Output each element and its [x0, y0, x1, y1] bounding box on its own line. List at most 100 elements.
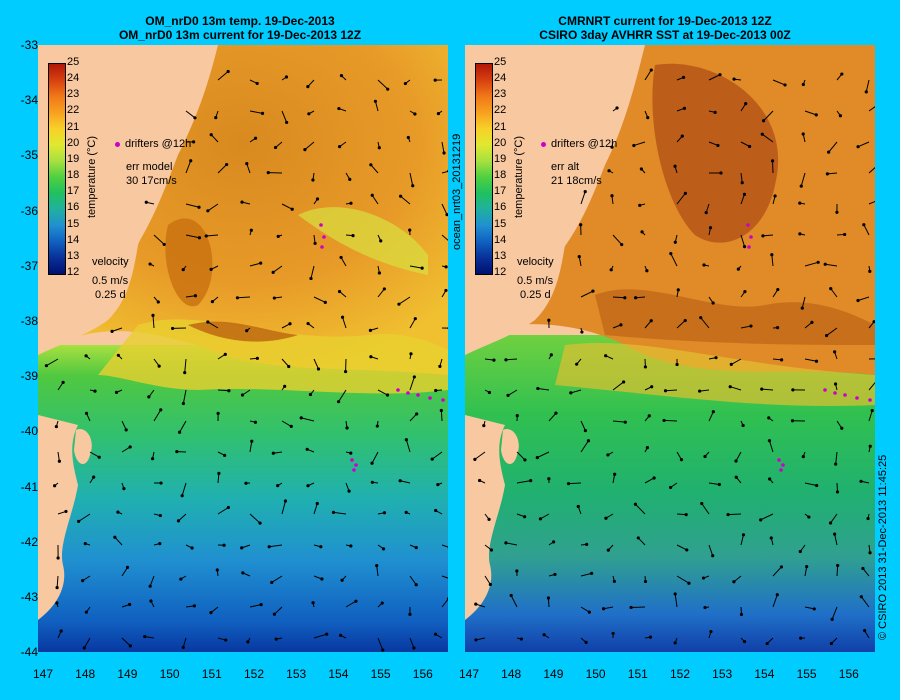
velocity-arrow-head [870, 409, 874, 413]
velocity-arrow [580, 191, 586, 205]
velocity-arrow [441, 575, 448, 579]
left-title-line2: OM_nrD0 13m current for 19-Dec-2013 12Z [118, 28, 362, 42]
velocity-arrow-head [114, 390, 119, 394]
velocity-arrow-head [61, 380, 65, 384]
velocity-arrow-head [222, 543, 226, 547]
copyright-timestamp-label: © CSIRO 2013 31-Dec-2013 11:45:25 [877, 454, 889, 640]
velocity-arrow [800, 172, 806, 187]
velocity-arrow-head [640, 230, 644, 234]
velocity-arrow-head [529, 479, 533, 483]
velocity-arrow-head [798, 549, 802, 554]
velocity-arrow-head [833, 350, 837, 354]
velocity-arrow-head [643, 579, 648, 584]
x-tick-label: 148 [501, 667, 522, 681]
velocity-arrow-head [125, 565, 130, 569]
colorbar-tick-label: 19 [494, 152, 507, 165]
velocity-arrow [474, 451, 486, 460]
drifter-point [747, 245, 751, 249]
velocity-arrow-head [287, 364, 291, 369]
right-title-line1: CMRNRT current for 19-Dec-2013 12Z [558, 14, 772, 28]
velocity-arrow-head [375, 424, 379, 428]
velocity-arrow-head [523, 458, 527, 462]
velocity-arrow [537, 451, 550, 459]
velocity-arrow-head [190, 546, 194, 550]
right-title: CMRNRT current for 19-Dec-2013 12Z CSIRO… [450, 14, 880, 42]
velocity-arrow [409, 637, 415, 649]
velocity-arrow [249, 110, 263, 114]
velocity-arrow-head [740, 181, 744, 185]
velocity-arrow-head [747, 144, 752, 149]
velocity-arrow-head [244, 481, 248, 485]
velocity-arrow-head [442, 151, 446, 155]
velocity-arrow-head [743, 290, 747, 294]
colorbar-tick-label: 17 [67, 185, 80, 198]
velocity-arrow-head [732, 580, 736, 584]
right-err-value: 21 18cm/s [551, 175, 602, 187]
velocity-arrow-head [444, 265, 448, 269]
drifter-point [319, 223, 323, 227]
velocity-arrow-head [445, 213, 448, 217]
velocity-arrow-head [515, 414, 519, 418]
velocity-arrow-head [436, 111, 441, 116]
velocity-arrow-head [345, 426, 349, 430]
y-tick-label: -39 [20, 369, 38, 384]
velocity-arrow [409, 575, 417, 586]
velocity-arrow-head [209, 610, 213, 615]
velocity-arrow-head [149, 599, 153, 603]
velocity-arrow-head [648, 635, 653, 639]
velocity-arrow [676, 544, 688, 551]
velocity-arrow [676, 320, 686, 329]
velocity-arrow-head [673, 641, 677, 645]
velocity-arrow-head [412, 646, 416, 650]
velocity-arrow-head [492, 358, 496, 362]
velocity-arrow [505, 542, 518, 546]
velocity-arrow-head [633, 502, 638, 506]
y-tick-label: -38 [20, 314, 38, 328]
right-map-panel [465, 45, 875, 652]
left-title-line1: OM_nrD0 13m temp. 19-Dec-2013 [145, 14, 335, 28]
velocity-arrow-head [649, 319, 653, 323]
velocity-arrow-head [739, 612, 744, 617]
velocity-arrow-head [249, 228, 253, 232]
velocity-arrow-head [289, 424, 293, 429]
velocity-arrow [633, 141, 646, 146]
velocity-arrow-head [675, 362, 679, 367]
velocity-arrow-head [381, 547, 386, 551]
velocity-arrow-head [253, 420, 258, 424]
colorbar-tick-label: 12 [67, 266, 80, 278]
velocity-arrow [281, 358, 290, 367]
velocity-arrow [46, 358, 59, 367]
x-tick-label: 147 [458, 667, 480, 681]
velocity-arrow [830, 513, 838, 524]
velocity-arrow-head [331, 510, 336, 515]
velocity-arrow-head [856, 298, 860, 303]
velocity-arrow-head [81, 579, 85, 583]
velocity-arrow [377, 288, 385, 298]
velocity-arrow-head [742, 244, 747, 249]
velocity-arrow [304, 141, 315, 151]
velocity-arrow-head [649, 68, 653, 72]
velocity-arrow [637, 537, 646, 546]
velocity-arrow-head [255, 81, 259, 86]
velocity-arrow [771, 254, 774, 267]
velocity-arrow [708, 74, 721, 81]
colorbar-tick-label: 17 [494, 185, 507, 198]
velocity-arrow-head [370, 461, 374, 465]
velocity-arrow-head [398, 479, 402, 483]
velocity-arrow-head [439, 408, 443, 413]
velocity-arrow [441, 544, 448, 548]
velocity-arrow-head [306, 321, 310, 326]
velocity-arrow-head [337, 289, 342, 294]
x-tick-label: 152 [669, 667, 691, 681]
velocity-arrow-head [193, 294, 198, 298]
velocity-arrow-head [587, 610, 591, 614]
drifter-point [322, 235, 326, 239]
velocity-arrow [825, 263, 838, 267]
velocity-arrow-head [320, 577, 324, 581]
velocity-arrow-head [284, 75, 289, 79]
colorbar-tick-label: 19 [67, 152, 80, 165]
velocity-arrow-head [835, 210, 839, 214]
velocity-arrow-head [482, 423, 486, 428]
drifter-point [746, 223, 750, 227]
velocity-arrow [510, 595, 518, 608]
